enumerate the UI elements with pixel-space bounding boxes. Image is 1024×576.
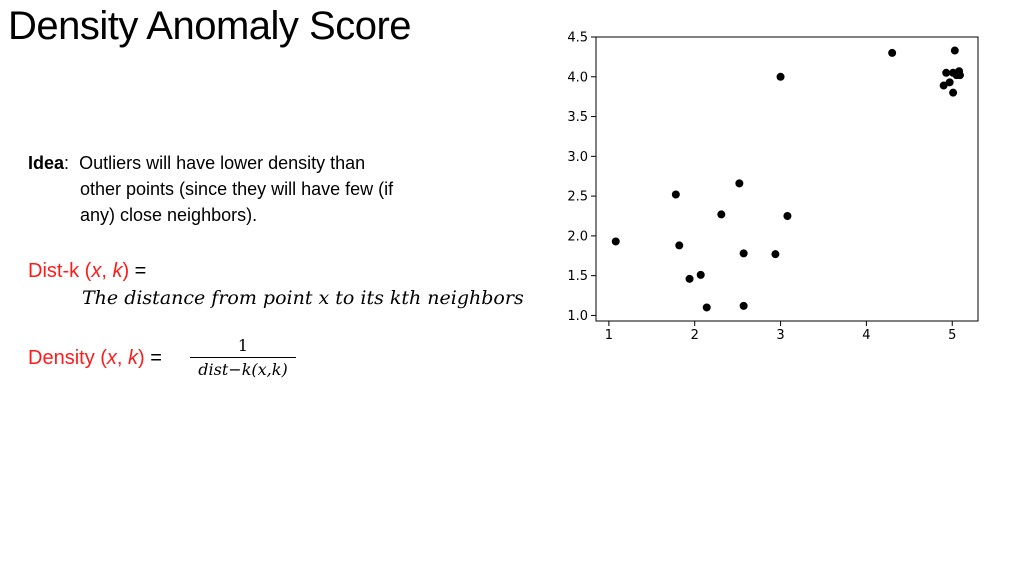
y-tick-label: 2.5 <box>567 190 588 205</box>
data-point <box>739 301 748 310</box>
fraction-denominator: dist−k(x,k) <box>198 360 288 379</box>
data-point <box>671 190 680 199</box>
idea-line-3: any) close neighbors). <box>80 205 258 225</box>
density-suffix: ) <box>138 347 145 369</box>
data-point <box>735 179 744 188</box>
density-definition: Density (x, k) = <box>28 345 162 371</box>
plot-frame <box>595 36 979 322</box>
y-tick-label: 1.5 <box>567 269 588 284</box>
x-tick-label: 1 <box>605 328 613 343</box>
idea-line-2: other points (since they will have few (… <box>80 179 394 199</box>
distk-formula: The distance from point x to its kth nei… <box>82 287 524 309</box>
distk-k: k <box>112 260 123 282</box>
data-point <box>675 241 684 250</box>
data-point <box>696 270 705 279</box>
density-x: x <box>106 347 117 369</box>
data-point <box>685 274 694 283</box>
data-point <box>611 237 620 246</box>
fraction-bar <box>190 357 296 358</box>
distk-prefix: Dist-k ( <box>28 260 92 282</box>
y-tick-label: 4.0 <box>567 70 588 85</box>
y-tick-label: 1.0 <box>567 309 588 324</box>
distk-comma: , <box>101 260 113 282</box>
distk-definition: Dist-k (x, k) = <box>28 258 146 284</box>
data-point <box>950 46 959 55</box>
x-tick-label: 5 <box>948 328 956 343</box>
x-tick-label: 4 <box>862 328 870 343</box>
density-prefix: Density ( <box>28 347 107 369</box>
slide-title: Density Anomaly Score <box>8 4 412 48</box>
y-tick-label: 4.5 <box>567 31 588 46</box>
density-equals: = <box>144 347 162 369</box>
density-comma: , <box>116 347 129 369</box>
y-tick-label: 3.0 <box>567 150 588 165</box>
data-point <box>949 88 958 97</box>
data-point <box>783 211 792 220</box>
distk-equals: = <box>129 260 147 282</box>
data-point <box>939 81 948 90</box>
data-point <box>739 249 748 258</box>
x-tick-label: 2 <box>691 328 699 343</box>
density-k: k <box>128 347 139 369</box>
density-fraction: 1 dist−k(x,k) <box>190 336 296 380</box>
idea-separator: : <box>64 153 70 173</box>
distk-suffix: ) <box>122 260 130 282</box>
data-point <box>717 210 726 219</box>
data-point <box>702 303 711 312</box>
idea-label: Idea <box>28 153 65 173</box>
data-point <box>888 48 897 57</box>
y-tick-label: 3.5 <box>567 110 588 125</box>
data-point <box>771 250 780 259</box>
fraction-numerator: 1 <box>237 336 249 355</box>
distk-x: x <box>91 260 102 282</box>
idea-line-1: Outliers will have lower density than <box>79 153 366 173</box>
data-point <box>955 71 964 80</box>
x-tick-label: 3 <box>776 328 784 343</box>
idea-text: Idea: Outliers will have lower density t… <box>28 150 448 228</box>
data-point <box>945 78 954 87</box>
y-tick-label: 2.0 <box>567 229 588 244</box>
data-point <box>942 68 951 77</box>
data-point <box>776 72 785 81</box>
